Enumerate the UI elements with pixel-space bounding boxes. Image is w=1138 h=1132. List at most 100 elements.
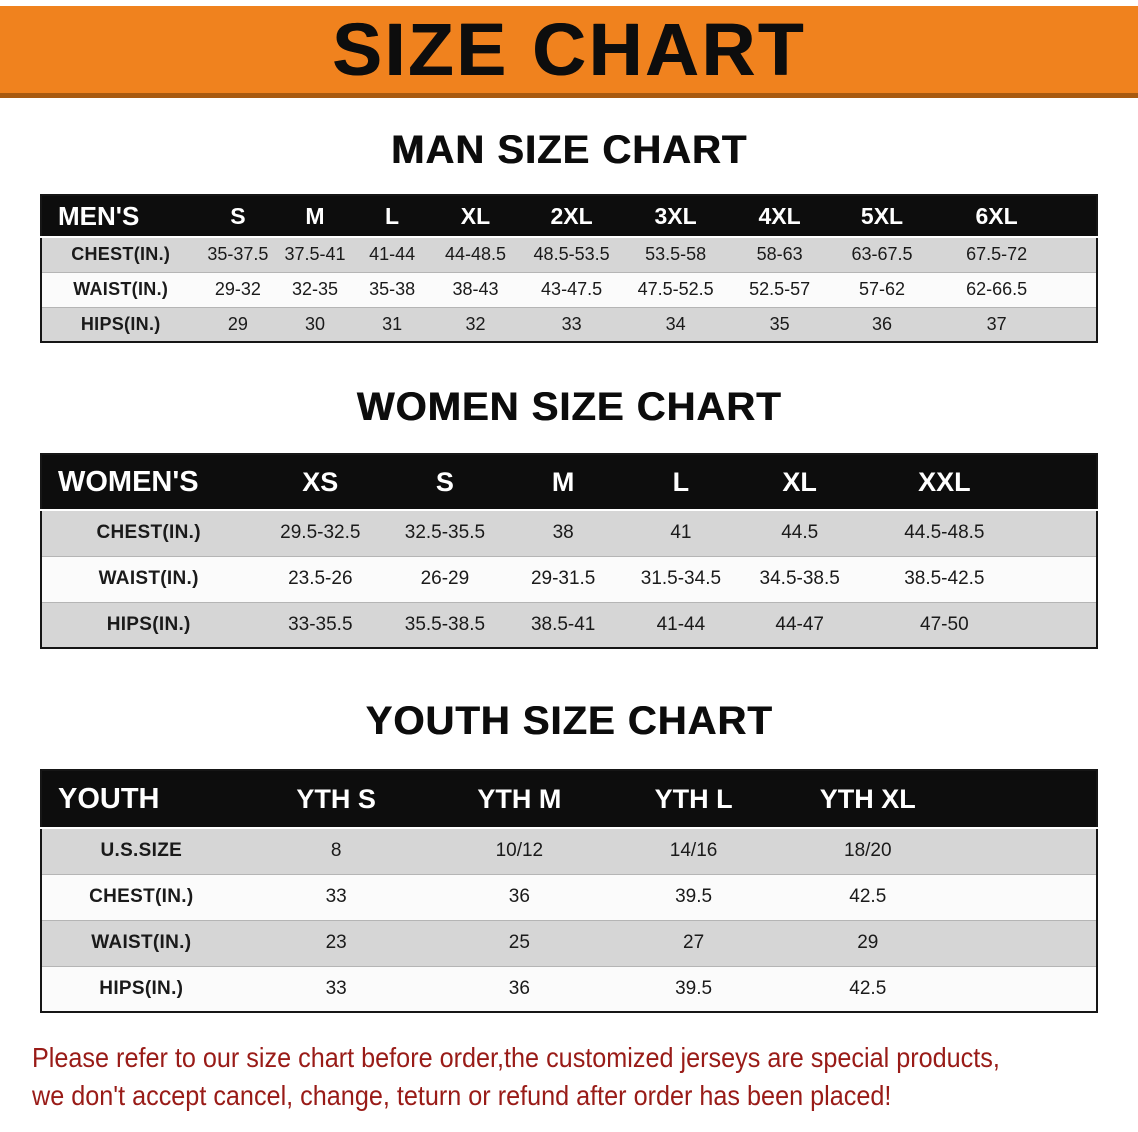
spacer-cell <box>955 919 1097 966</box>
size-column-header: L <box>353 195 431 237</box>
size-column-header: YTH XL <box>780 770 956 828</box>
size-column-header: 2XL <box>520 195 623 237</box>
size-value-cell: 27 <box>606 919 781 966</box>
size-value-cell: 14/16 <box>606 827 781 874</box>
size-value-cell: 38-43 <box>430 271 521 307</box>
size-value-cell: 41-44 <box>621 601 741 648</box>
spacer-cell <box>955 873 1097 920</box>
size-value-cell: 23.5-26 <box>255 555 386 602</box>
size-value-cell: 37 <box>933 306 1060 342</box>
spacer-cell <box>1059 195 1097 237</box>
size-value-cell: 33 <box>240 873 432 920</box>
women-size-table: WOMEN'S XS S M L XL XXL CHEST(IN.) 29.5-32.5 32.5… <box>40 453 1098 649</box>
row-label: HIPS(IN.) <box>41 306 200 342</box>
header-row: MEN'S S M L XL 2XL 3XL 4XL 5XL 6XL <box>41 195 1097 237</box>
size-value-cell: 44-47 <box>740 601 860 648</box>
size-value-cell: 41 <box>621 509 741 556</box>
spacer-cell <box>1029 601 1097 648</box>
youth-chart-title: YOUTH SIZE CHART <box>365 699 773 743</box>
size-value-cell: 18/20 <box>780 827 956 874</box>
size-value-cell: 35-38 <box>353 271 431 307</box>
table-row: CHEST(IN.) 33 36 39.5 42.5 <box>41 873 1097 920</box>
row-label: HIPS(IN.) <box>41 601 256 648</box>
size-value-cell: 29-32 <box>199 271 277 307</box>
size-value-cell: 44.5 <box>740 509 860 556</box>
size-value-cell: 38 <box>504 509 622 556</box>
size-value-cell: 29 <box>780 919 956 966</box>
size-column-header: M <box>504 454 622 510</box>
size-value-cell: 44-48.5 <box>430 236 521 272</box>
size-value-cell: 53.5-58 <box>622 236 729 272</box>
page-title: SIZE CHART <box>332 7 806 91</box>
size-value-cell: 32 <box>430 306 521 342</box>
row-label: CHEST(IN.) <box>41 236 200 272</box>
disclaimer-note: Please refer to our size chart before or… <box>32 1039 1138 1115</box>
size-value-cell: 62-66.5 <box>933 271 1060 307</box>
row-label: CHEST(IN.) <box>41 873 241 920</box>
table-row: CHEST(IN.) 29.5-32.5 32.5-35.5 38 41 44.5 44.5… <box>41 509 1097 556</box>
size-value-cell: 8 <box>240 827 432 874</box>
table-row: WAIST(IN.) 29-32 32-35 35-38 38-43 43-47.5 47.… <box>41 271 1097 307</box>
spacer-cell <box>955 770 1097 828</box>
size-value-cell: 36 <box>431 965 607 1012</box>
size-column-header: YTH S <box>240 770 432 828</box>
size-value-cell: 36 <box>830 306 934 342</box>
size-value-cell: 35.5-38.5 <box>385 601 505 648</box>
spacer-cell <box>1029 555 1097 602</box>
size-value-cell: 34.5-38.5 <box>740 555 860 602</box>
size-value-cell: 41-44 <box>353 236 431 272</box>
size-value-cell: 38.5-42.5 <box>859 555 1030 602</box>
table-row: WAIST(IN.) 23 25 27 29 <box>41 919 1097 966</box>
size-column-header: XL <box>740 454 860 510</box>
men-size-section: MAN SIZE CHART MEN'S S M L XL 2XL 3XL 4XL 5XL 6XL… <box>0 128 1138 343</box>
disclaimer-line-2: we don't accept cancel, change, teturn o… <box>32 1080 892 1111</box>
women-size-section: WOMEN SIZE CHART WOMEN'S XS S M L XL XXL CHEST(… <box>0 385 1138 649</box>
size-value-cell: 31.5-34.5 <box>621 555 741 602</box>
header-row: WOMEN'S XS S M L XL XXL <box>41 454 1097 510</box>
size-value-cell: 32-35 <box>276 271 354 307</box>
row-label: WAIST(IN.) <box>41 555 256 602</box>
size-value-cell: 58-63 <box>728 236 831 272</box>
spacer-cell <box>1059 271 1097 307</box>
size-column-header: XXL <box>859 454 1030 510</box>
size-column-header: M <box>276 195 354 237</box>
size-value-cell: 29 <box>199 306 277 342</box>
table-row: WAIST(IN.) 23.5-26 26-29 29-31.5 31.5-34.5 34… <box>41 555 1097 602</box>
size-value-cell: 30 <box>276 306 354 342</box>
size-value-cell: 10/12 <box>431 827 607 874</box>
size-value-cell: 39.5 <box>606 965 781 1012</box>
size-value-cell: 36 <box>431 873 607 920</box>
youth-size-table: YOUTH YTH S YTH M YTH L YTH XL U.S.SIZE 8 10/12… <box>40 769 1098 1013</box>
size-value-cell: 29.5-32.5 <box>255 509 386 556</box>
spacer-cell <box>1029 454 1097 510</box>
size-value-cell: 43-47.5 <box>520 271 623 307</box>
table-corner-label: WOMEN'S <box>41 454 256 510</box>
table-row: HIPS(IN.) 33-35.5 35.5-38.5 38.5-41 41-44 44-… <box>41 601 1097 648</box>
women-chart-title: WOMEN SIZE CHART <box>356 385 782 429</box>
size-value-cell: 34 <box>622 306 729 342</box>
size-value-cell: 32.5-35.5 <box>385 509 505 556</box>
men-chart-title: MAN SIZE CHART <box>390 128 748 172</box>
size-value-cell: 47-50 <box>859 601 1030 648</box>
size-value-cell: 57-62 <box>830 271 934 307</box>
size-value-cell: 52.5-57 <box>728 271 831 307</box>
table-row: CHEST(IN.) 35-37.5 37.5-41 41-44 44-48.5 48.5… <box>41 236 1097 272</box>
size-value-cell: 31 <box>353 306 431 342</box>
spacer-cell <box>1029 509 1097 556</box>
size-value-cell: 29-31.5 <box>504 555 622 602</box>
row-label: WAIST(IN.) <box>41 271 200 307</box>
men-size-table: MEN'S S M L XL 2XL 3XL 4XL 5XL 6XL CHEST(IN.) 35-37… <box>40 194 1098 343</box>
spacer-cell <box>955 827 1097 874</box>
spacer-cell <box>1059 236 1097 272</box>
size-value-cell: 35-37.5 <box>199 236 277 272</box>
size-value-cell: 26-29 <box>385 555 505 602</box>
size-value-cell: 67.5-72 <box>933 236 1060 272</box>
size-column-header: S <box>199 195 277 237</box>
header-row: YOUTH YTH S YTH M YTH L YTH XL <box>41 770 1097 828</box>
size-value-cell: 63-67.5 <box>830 236 934 272</box>
banner: SIZE CHART <box>0 6 1138 98</box>
spacer-cell <box>1059 306 1097 342</box>
size-column-header: 6XL <box>933 195 1060 237</box>
youth-size-section: YOUTH SIZE CHART YOUTH YTH S YTH M YTH L YTH… <box>0 699 1138 1013</box>
